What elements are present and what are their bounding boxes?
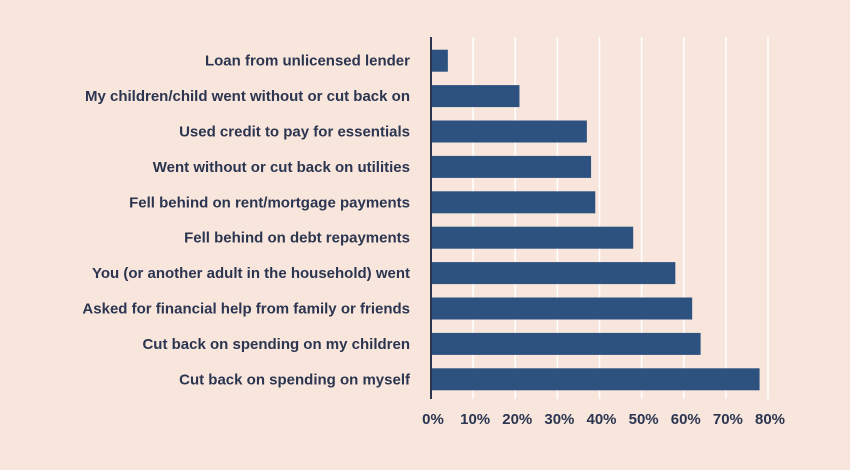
- category-label-9: Cut back on spending on my children: [142, 336, 410, 353]
- tick-label-80: 80%: [755, 411, 785, 428]
- tick-label-70: 70%: [713, 411, 743, 428]
- tick-label-50: 50%: [629, 411, 659, 428]
- tick-label-10: 10%: [460, 411, 490, 428]
- category-label-10: Cut back on spending on myself: [179, 371, 411, 388]
- bar-6: [431, 226, 634, 249]
- bars: [431, 49, 760, 391]
- bar-5: [431, 191, 596, 214]
- category-label-3: Used credit to pay for essentials: [179, 124, 410, 141]
- category-label-1: Loan from unlicensed lender: [205, 53, 410, 70]
- category-labels: Loan from unlicensed lender My children/c…: [82, 53, 411, 389]
- bar-7: [431, 262, 676, 285]
- category-label-4: Went without or cut back on utilities: [153, 159, 410, 176]
- bar-10: [431, 368, 760, 391]
- bar-3: [431, 120, 587, 143]
- category-label-8: Asked for financial help from family or …: [82, 301, 410, 318]
- x-axis-ticks: 0% 10% 20% 30% 40% 50% 60% 70% 80%: [422, 411, 785, 428]
- tick-label-30: 30%: [544, 411, 574, 428]
- tick-label-40: 40%: [586, 411, 616, 428]
- bar-9: [431, 332, 701, 355]
- tick-label-20: 20%: [502, 411, 532, 428]
- bar-1: [431, 49, 448, 72]
- category-label-7: You (or another adult in the household) …: [92, 265, 410, 282]
- category-label-6: Fell behind on debt repayments: [184, 230, 410, 247]
- category-label-2: My children/child went without or cut ba…: [85, 88, 410, 105]
- bar-4: [431, 155, 592, 178]
- tick-label-60: 60%: [671, 411, 701, 428]
- category-label-5: Fell behind on rent/mortgage payments: [129, 194, 410, 211]
- bar-2: [431, 85, 520, 108]
- tick-label-0: 0%: [422, 411, 444, 428]
- bar-8: [431, 297, 693, 320]
